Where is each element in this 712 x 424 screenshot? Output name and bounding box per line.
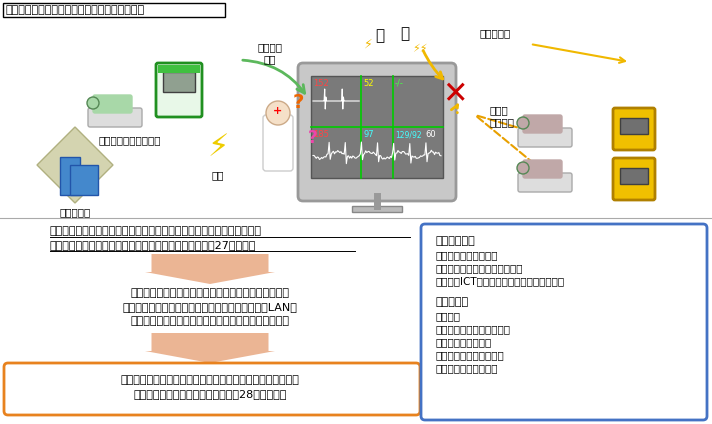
FancyBboxPatch shape bbox=[93, 95, 132, 113]
Circle shape bbox=[517, 117, 529, 129]
Text: 97: 97 bbox=[363, 130, 374, 139]
Text: 60: 60 bbox=[426, 130, 436, 139]
Text: -/-: -/- bbox=[395, 79, 404, 88]
FancyBboxPatch shape bbox=[156, 63, 202, 117]
Text: ・医療関係・医療機器団体: ・医療関係・医療機器団体 bbox=[435, 324, 510, 334]
FancyBboxPatch shape bbox=[158, 65, 200, 73]
Text: ・医療機器ベンダ等: ・医療機器ベンダ等 bbox=[435, 337, 491, 347]
FancyBboxPatch shape bbox=[298, 63, 456, 201]
Polygon shape bbox=[145, 333, 275, 363]
FancyBboxPatch shape bbox=[163, 72, 195, 92]
Text: 【検討項目】: 【検討項目】 bbox=[435, 236, 475, 246]
Text: 📱: 📱 bbox=[375, 28, 384, 43]
Text: ・電波環境の改善方策: ・電波環境の改善方策 bbox=[435, 250, 498, 260]
FancyBboxPatch shape bbox=[613, 158, 655, 200]
FancyArrowPatch shape bbox=[423, 50, 443, 79]
Text: 医療機関において安心・安全な電波の利用を実現するための: 医療機関において安心・安全な電波の利用を実現するための bbox=[120, 375, 300, 385]
FancyArrowPatch shape bbox=[478, 116, 555, 139]
Circle shape bbox=[266, 101, 290, 125]
Polygon shape bbox=[145, 254, 275, 284]
FancyArrowPatch shape bbox=[477, 117, 556, 182]
FancyBboxPatch shape bbox=[518, 128, 572, 147]
FancyBboxPatch shape bbox=[421, 224, 707, 420]
FancyBboxPatch shape bbox=[60, 157, 80, 195]
FancyBboxPatch shape bbox=[620, 118, 648, 134]
FancyBboxPatch shape bbox=[523, 160, 562, 178]
Text: ・通信事業者・関係団体: ・通信事業者・関係団体 bbox=[435, 350, 504, 360]
FancyBboxPatch shape bbox=[523, 115, 562, 133]
Text: 💻: 💻 bbox=[400, 26, 409, 41]
Text: ⚡: ⚡ bbox=[364, 38, 372, 51]
Text: 電波が
届かない: 電波が 届かない bbox=[490, 105, 515, 127]
FancyBboxPatch shape bbox=[4, 363, 420, 415]
Circle shape bbox=[517, 162, 529, 174]
FancyBboxPatch shape bbox=[613, 108, 655, 150]
Text: 携帯電話について課題の抽出、解決策の検討等を実施: 携帯電話について課題の抽出、解決策の検討等を実施 bbox=[130, 316, 290, 326]
FancyBboxPatch shape bbox=[352, 206, 402, 212]
Polygon shape bbox=[37, 127, 113, 203]
Text: アンケート調査により主に医用テレメータ、無線LAN、: アンケート調査により主に医用テレメータ、無線LAN、 bbox=[122, 302, 298, 312]
FancyBboxPatch shape bbox=[620, 168, 648, 184]
Text: ・有識者: ・有識者 bbox=[435, 311, 460, 321]
Text: 【構成員】: 【構成員】 bbox=[435, 297, 468, 307]
Text: ⚡: ⚡ bbox=[207, 134, 229, 162]
Text: 手引きや報告書を取りまとめ（平成28年４月）。: 手引きや報告書を取りまとめ（平成28年４月）。 bbox=[133, 389, 287, 399]
FancyArrowPatch shape bbox=[243, 60, 305, 93]
Text: 近隣の建物: 近隣の建物 bbox=[59, 207, 90, 217]
FancyBboxPatch shape bbox=[70, 165, 98, 195]
Circle shape bbox=[87, 97, 99, 109]
Text: +: + bbox=[273, 106, 283, 116]
Text: 52: 52 bbox=[363, 79, 374, 88]
Text: 【医療機関で生じているトラブルのイメージ】: 【医療機関で生じているトラブルのイメージ】 bbox=[6, 5, 145, 15]
Text: ⚡⚡: ⚡⚡ bbox=[412, 44, 428, 54]
Text: 152: 152 bbox=[313, 79, 329, 88]
FancyBboxPatch shape bbox=[311, 76, 443, 178]
Text: ?: ? bbox=[293, 94, 304, 112]
Text: 総務省・厚生労働省で連携し、「医療機関における電波利用推進部会」: 総務省・厚生労働省で連携し、「医療機関における電波利用推進部会」 bbox=[50, 226, 262, 236]
Text: 129/92: 129/92 bbox=[395, 130, 422, 139]
Text: 設定ミス
混信: 設定ミス 混信 bbox=[258, 42, 283, 64]
Text: 混信: 混信 bbox=[211, 170, 224, 180]
Text: ・総務省、厚生労働省: ・総務省、厚生労働省 bbox=[435, 363, 498, 373]
Text: ノイズ混入: ノイズ混入 bbox=[480, 28, 511, 38]
FancyBboxPatch shape bbox=[518, 173, 572, 192]
Text: ７回の会合を開催し、関係者ヒアリング、実地調査、: ７回の会合を開催し、関係者ヒアリング、実地調査、 bbox=[130, 288, 290, 298]
Text: ・電波環境の管理体制充実方策: ・電波環境の管理体制充実方策 bbox=[435, 263, 523, 273]
FancyArrowPatch shape bbox=[451, 105, 458, 113]
Text: 185: 185 bbox=[313, 130, 329, 139]
Text: ・高度なICT医療システム導入推進方策　等: ・高度なICT医療システム導入推進方策 等 bbox=[435, 276, 564, 286]
Text: 別フロア・別の診療科: 別フロア・別の診療科 bbox=[99, 135, 161, 145]
Text: ?: ? bbox=[308, 129, 318, 147]
FancyBboxPatch shape bbox=[263, 115, 293, 171]
FancyBboxPatch shape bbox=[88, 108, 142, 127]
Text: ✕: ✕ bbox=[442, 81, 468, 109]
Text: （電波環境協議会に設置）において、検討を開始（平成27年９月）: （電波環境協議会に設置）において、検討を開始（平成27年９月） bbox=[50, 240, 256, 250]
